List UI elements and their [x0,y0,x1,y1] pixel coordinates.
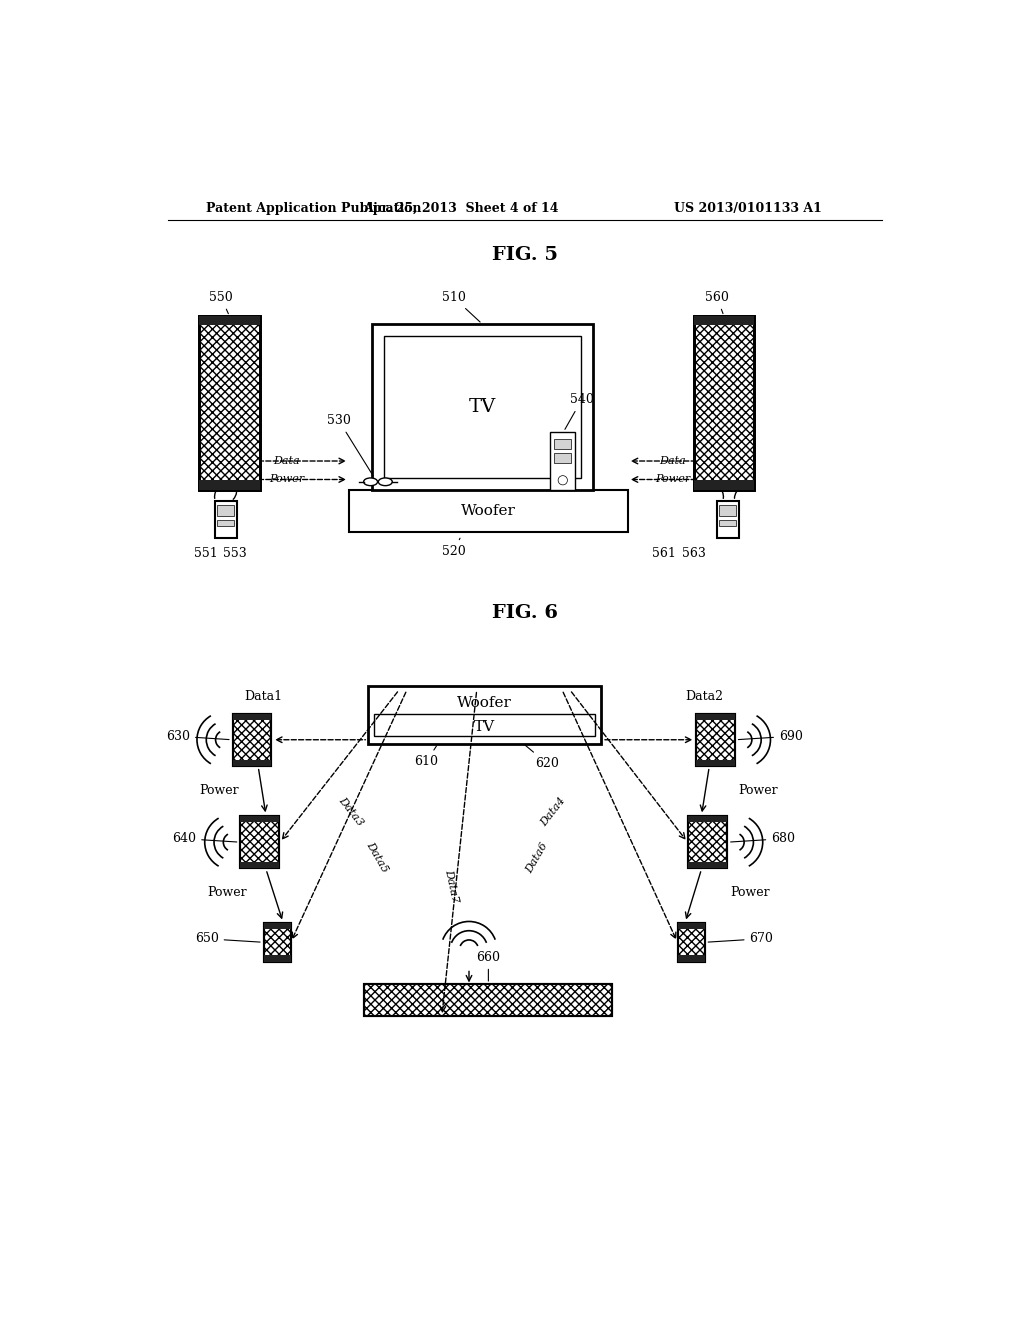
Text: 563: 563 [682,548,706,560]
Text: FIG. 5: FIG. 5 [492,246,558,264]
Bar [678,923,706,961]
Bar [550,432,575,490]
Ellipse shape [364,478,378,486]
Text: Data5: Data5 [365,841,390,875]
Bar [349,490,628,532]
Text: FIG. 6: FIG. 6 [492,603,558,622]
Bar [372,323,593,490]
Text: 630: 630 [166,730,229,743]
Text: Power: Power [730,886,770,899]
Bar [241,816,280,869]
Bar [719,520,736,525]
Text: Data7: Data7 [443,869,461,904]
Bar [232,714,271,719]
Text: 640: 640 [172,832,237,845]
Text: Data3: Data3 [337,795,366,828]
Text: Data2: Data2 [685,690,723,702]
Text: 553: 553 [223,548,247,560]
Text: 670: 670 [709,932,773,945]
Text: 540: 540 [565,393,594,429]
Bar [369,686,601,743]
Text: 650: 650 [195,932,260,945]
Text: Power: Power [738,784,778,797]
Text: 551: 551 [194,548,217,560]
Bar [678,956,706,961]
Text: Power: Power [200,784,240,797]
Text: Data: Data [659,455,686,466]
Bar [200,317,260,490]
Bar [365,983,612,1016]
Bar [263,923,291,929]
Ellipse shape [378,478,392,486]
Text: Data4: Data4 [539,795,567,828]
Text: 530: 530 [327,414,373,475]
Text: 690: 690 [738,730,803,743]
Bar [217,506,234,516]
Bar [688,816,727,822]
Text: Patent Application Publication: Patent Application Publication [206,202,421,215]
Bar [200,317,260,490]
Bar [696,714,735,766]
Bar [554,453,571,462]
Bar [717,502,738,539]
Text: 660: 660 [476,950,501,981]
Bar [678,923,706,929]
Bar [232,760,271,766]
Text: Data: Data [273,455,300,466]
Bar [232,714,271,766]
Bar [693,317,755,490]
Text: Woofer: Woofer [457,696,512,710]
Bar [232,714,271,766]
Bar [688,862,727,869]
Bar [696,760,735,766]
Bar [200,480,260,490]
Bar [241,862,280,869]
Text: 610: 610 [415,746,438,768]
Bar [693,480,755,490]
Text: 560: 560 [706,290,729,314]
Text: US 2013/0101133 A1: US 2013/0101133 A1 [674,202,822,215]
Bar [696,714,735,766]
Text: Data6: Data6 [524,841,550,875]
Text: 680: 680 [731,832,796,845]
Text: 561: 561 [652,548,676,560]
Text: Data1: Data1 [245,690,283,702]
Text: Apr. 25, 2013  Sheet 4 of 14: Apr. 25, 2013 Sheet 4 of 14 [364,202,559,215]
Bar [375,714,595,737]
Bar [693,317,755,490]
Circle shape [558,475,567,484]
Bar [688,816,727,869]
Text: Power: Power [269,474,304,484]
Bar [693,317,755,326]
Text: Power: Power [655,474,690,484]
Text: 620: 620 [525,746,559,770]
Bar [678,923,706,961]
Bar [200,317,260,326]
Bar [696,714,735,719]
Bar [365,983,612,1016]
Text: Woofer: Woofer [461,504,516,517]
Text: Power: Power [208,886,247,899]
Bar [384,335,582,478]
Bar [263,923,291,961]
Text: 520: 520 [441,539,465,558]
Bar [241,816,280,869]
Text: TV: TV [474,719,495,734]
Bar [217,520,234,525]
Bar [215,502,237,539]
Text: 510: 510 [441,290,480,322]
Bar [263,923,291,961]
Bar [554,440,571,449]
Bar [688,816,727,869]
Bar [263,956,291,961]
Text: 550: 550 [209,290,232,314]
Bar [241,816,280,822]
Bar [719,506,736,516]
Text: TV: TV [469,397,497,416]
